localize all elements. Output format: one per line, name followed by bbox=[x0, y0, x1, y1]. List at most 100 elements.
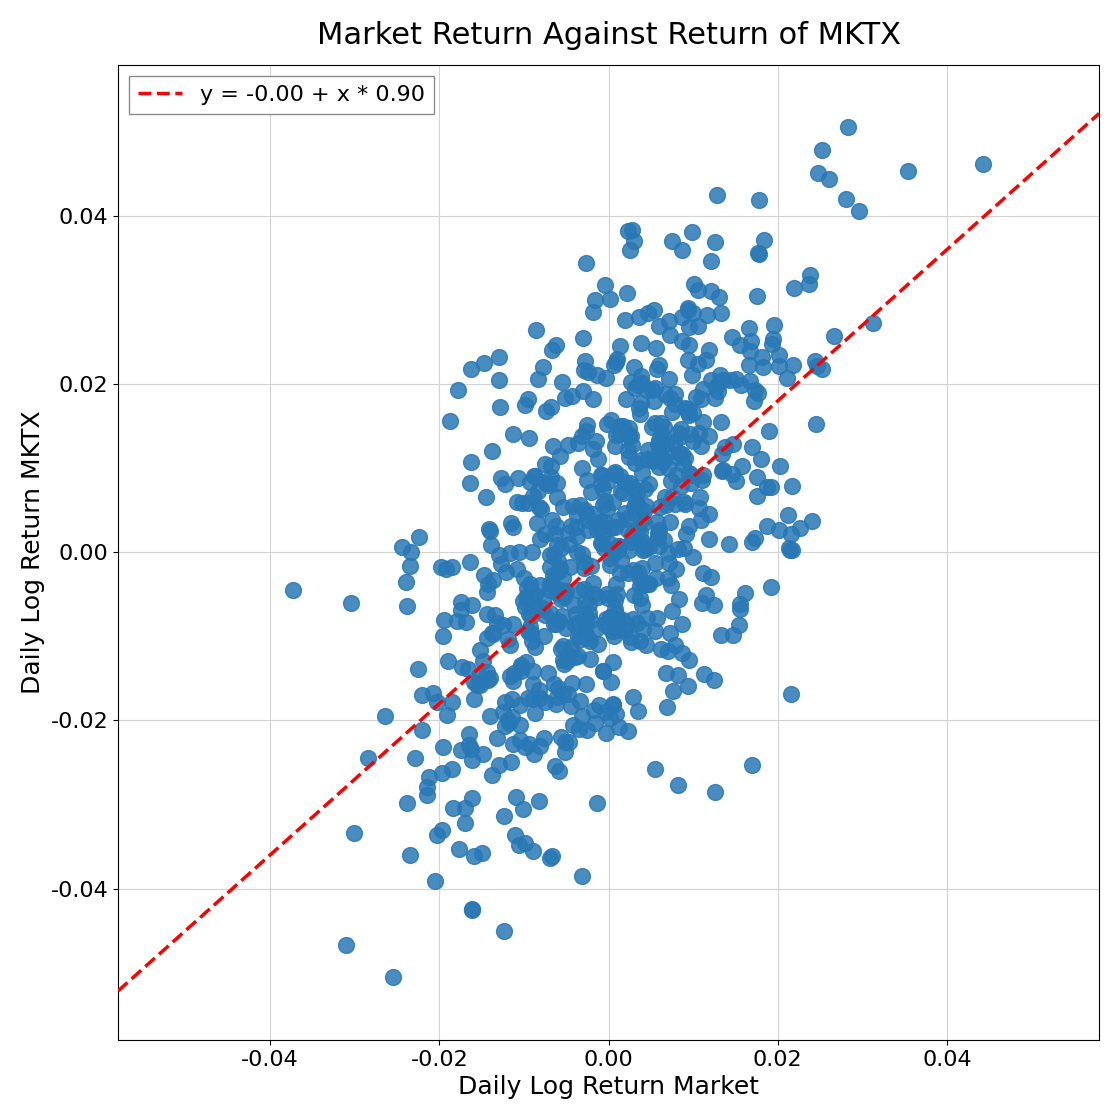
Point bbox=[632, 374, 650, 392]
Point bbox=[724, 626, 741, 644]
Point bbox=[588, 365, 606, 383]
Point bbox=[384, 968, 402, 986]
Point bbox=[454, 659, 472, 676]
Point bbox=[556, 390, 573, 408]
Point bbox=[690, 317, 708, 335]
Point bbox=[480, 522, 498, 540]
Point bbox=[623, 221, 641, 239]
Point bbox=[710, 288, 728, 306]
Point bbox=[690, 423, 708, 441]
Point bbox=[609, 541, 627, 559]
Point bbox=[720, 535, 738, 553]
Point bbox=[783, 541, 801, 559]
Point bbox=[743, 756, 760, 774]
Point bbox=[629, 399, 647, 417]
Point bbox=[601, 556, 619, 573]
Point bbox=[759, 422, 777, 440]
Legend: y = -0.00 + x * 0.90: y = -0.00 + x * 0.90 bbox=[129, 76, 433, 113]
Point bbox=[504, 672, 522, 690]
Point bbox=[577, 675, 595, 693]
Point bbox=[676, 525, 694, 543]
Point bbox=[650, 317, 668, 335]
Point bbox=[624, 561, 642, 579]
Point bbox=[521, 618, 539, 636]
Point bbox=[573, 382, 591, 400]
Point bbox=[606, 600, 624, 618]
Point bbox=[603, 622, 620, 640]
Point bbox=[669, 448, 687, 466]
Point bbox=[599, 589, 617, 607]
Point bbox=[433, 821, 451, 839]
Point bbox=[629, 533, 647, 551]
Point bbox=[500, 713, 517, 731]
Point bbox=[483, 441, 501, 459]
Point bbox=[685, 274, 703, 292]
Point bbox=[624, 478, 642, 496]
Point bbox=[607, 575, 625, 592]
Point bbox=[606, 437, 624, 455]
Point bbox=[600, 290, 618, 308]
Point bbox=[727, 473, 745, 491]
Point bbox=[554, 652, 572, 670]
Point bbox=[838, 189, 856, 207]
Point bbox=[782, 524, 800, 542]
Point bbox=[337, 936, 355, 954]
Point bbox=[393, 539, 411, 557]
Point bbox=[514, 592, 532, 610]
Point bbox=[591, 513, 609, 531]
Point bbox=[523, 633, 541, 651]
Point bbox=[541, 849, 559, 867]
Point bbox=[655, 531, 673, 549]
Point bbox=[606, 356, 624, 374]
Point bbox=[399, 794, 417, 812]
Point bbox=[648, 529, 666, 547]
Point bbox=[482, 536, 500, 554]
Point bbox=[684, 432, 702, 450]
Point bbox=[673, 644, 691, 662]
Point bbox=[519, 623, 536, 641]
Point bbox=[627, 505, 645, 523]
Point bbox=[577, 501, 595, 519]
Point bbox=[520, 429, 538, 447]
Point bbox=[763, 335, 781, 353]
Point bbox=[607, 353, 625, 371]
Point bbox=[579, 363, 597, 381]
Point bbox=[524, 487, 542, 505]
Point bbox=[712, 305, 730, 323]
Point bbox=[609, 541, 627, 559]
Point bbox=[544, 675, 562, 693]
Point bbox=[755, 232, 773, 250]
Point bbox=[445, 799, 463, 816]
Point bbox=[533, 599, 551, 617]
Point bbox=[573, 545, 591, 563]
Point bbox=[506, 827, 524, 844]
Point bbox=[619, 564, 637, 582]
Point bbox=[553, 373, 571, 391]
Point bbox=[745, 392, 763, 410]
Point bbox=[689, 281, 707, 299]
Point bbox=[669, 540, 687, 558]
Point bbox=[522, 607, 540, 625]
Point bbox=[744, 439, 762, 457]
Point bbox=[585, 440, 603, 458]
Point bbox=[530, 792, 548, 810]
Point bbox=[464, 899, 482, 917]
Point bbox=[549, 535, 567, 553]
Point bbox=[516, 738, 534, 756]
Point bbox=[693, 380, 711, 398]
Point bbox=[530, 600, 548, 618]
Point bbox=[457, 613, 475, 631]
Point bbox=[550, 561, 568, 579]
Point bbox=[692, 437, 710, 455]
Point bbox=[619, 522, 637, 540]
Point bbox=[456, 800, 474, 818]
Point bbox=[560, 535, 578, 553]
Point bbox=[809, 164, 827, 181]
Point bbox=[461, 553, 479, 571]
Point bbox=[523, 543, 541, 561]
Point bbox=[569, 647, 587, 665]
Point bbox=[634, 533, 652, 551]
Point bbox=[663, 601, 681, 619]
Point bbox=[577, 626, 595, 644]
Point bbox=[656, 496, 674, 514]
